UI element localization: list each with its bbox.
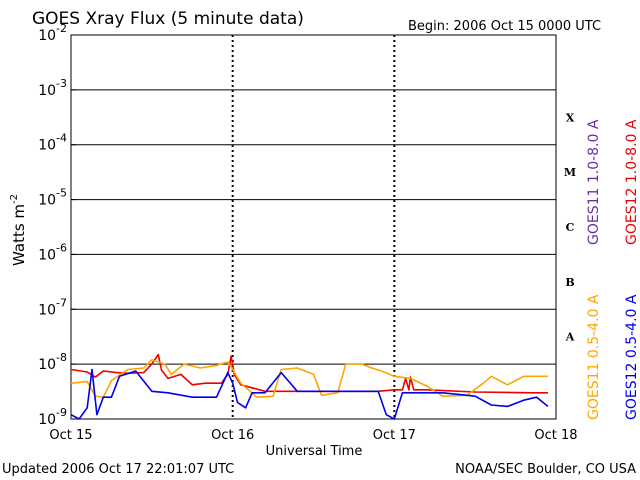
svg-text:Watts m-2: Watts m-2 [9, 194, 28, 266]
series-line-3 [70, 368, 549, 420]
begin-label: Begin: 2006 Oct 15 0000 UTC [408, 19, 601, 34]
y-tick-label: 10-5 [38, 187, 67, 209]
flare-class-M: M [564, 166, 576, 179]
flare-class-A: A [565, 331, 575, 344]
y-tick-labels: 10-2 10-3 10-4 10-5 10-6 10-7 10-8 10-9 [38, 22, 76, 428]
chart-title: GOES Xray Flux (5 minute data) [32, 9, 304, 29]
y-tick-label: 10-4 [38, 132, 67, 154]
source-credit: NOAA/SEC Boulder, CO USA [455, 462, 636, 477]
horizontal-gridlines [71, 89, 556, 365]
legend-entry-0: GOES11 1.0-8.0 A [586, 119, 602, 245]
x-tick-label: Oct 15 [49, 428, 92, 443]
x-tick-labels: Oct 15 Oct 16 Oct 17 Oct 18 [49, 428, 577, 443]
data-series [70, 353, 549, 420]
flare-class-B: B [565, 276, 574, 289]
y-tick-label: 10-9 [38, 406, 67, 428]
x-tick-label: Oct 17 [373, 428, 416, 443]
y-tick-label: 10-2 [38, 22, 67, 44]
legend-entry-2: GOES11 0.5-4.0 A [586, 294, 602, 420]
day-divider-lines [231, 35, 396, 419]
y-axis-label-exponent: -2 [9, 194, 20, 204]
y-axis-label: Watts m [10, 204, 28, 266]
flare-class-C: C [566, 221, 575, 234]
x-axis-label: Universal Time [266, 444, 363, 459]
updated-timestamp: Updated 2006 Oct 17 22:01:07 UTC [2, 462, 234, 477]
y-tick-label: 10-3 [38, 77, 67, 99]
x-tick-label: Oct 16 [211, 428, 254, 443]
y-axis-label-group: Watts m-2 [9, 194, 28, 266]
legend: GOES11 1.0-8.0 A GOES12 1.0-8.0 A GOES11 0… [586, 119, 640, 420]
series-line-1 [70, 353, 548, 394]
legend-entry-3: GOES12 0.5-4.0 A [624, 294, 640, 420]
x-tick-label: Oct 18 [534, 428, 577, 443]
flare-class-labels: X M C B A [564, 111, 576, 343]
y-tick-label: 10-6 [38, 241, 67, 263]
plot-frame [70, 34, 557, 420]
flare-class-X: X [566, 111, 575, 124]
y-tick-label: 10-8 [38, 351, 67, 373]
y-tick-label: 10-7 [38, 296, 67, 318]
series-line-2 [70, 358, 548, 399]
legend-entry-1: GOES12 1.0-8.0 A [624, 119, 640, 245]
